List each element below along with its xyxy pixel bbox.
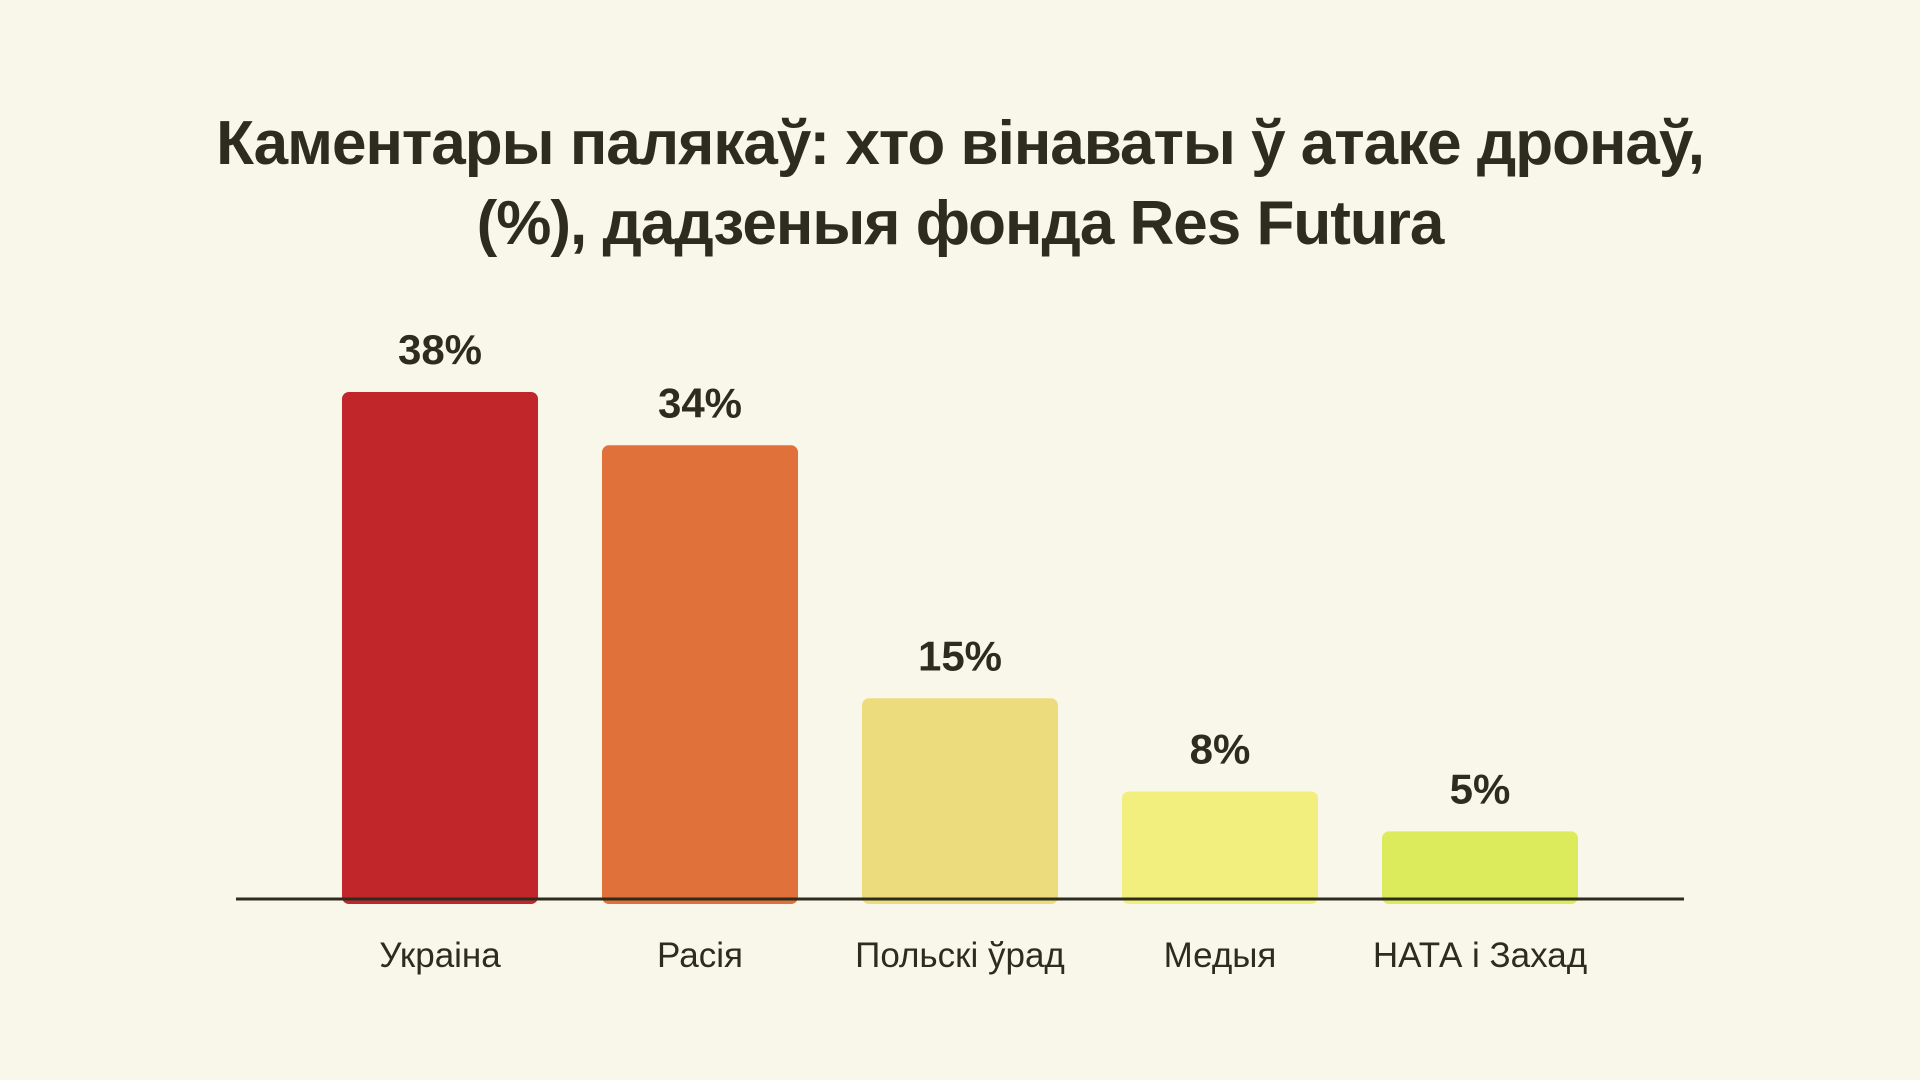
bar-4	[1122, 791, 1318, 904]
bars-group	[342, 392, 1578, 904]
bar-2	[602, 445, 798, 904]
bar-value-label-1: 38%	[398, 326, 482, 373]
bar-value-label-5: 5%	[1450, 765, 1511, 812]
value-labels-group: 38% 34% 15% 8% 5%	[398, 326, 1510, 812]
bar-3	[862, 698, 1058, 904]
chart-title-line-2: (%), дадзеныя фонда Res Futura	[476, 189, 1445, 258]
category-label-5: НАТА і Захад	[1373, 936, 1587, 975]
category-labels-group: Украіна Расія Польскі ўрад Медыя НАТА і Заха…	[379, 936, 1587, 975]
chart-title: Каментары палякаў: хто вінаваты ў атаке …	[160, 104, 1760, 264]
bar-value-label-2: 34%	[658, 379, 742, 426]
bar-value-label-4: 8%	[1190, 725, 1251, 772]
bar-5	[1382, 831, 1578, 904]
category-label-1: Украіна	[379, 936, 501, 975]
category-label-3: Польскі ўрад	[855, 936, 1065, 975]
category-label-4: Медыя	[1164, 936, 1277, 975]
bar-value-label-3: 15%	[918, 632, 1002, 679]
bar-1	[342, 392, 538, 904]
category-label-2: Расія	[657, 936, 743, 975]
chart-title-line-1: Каментары палякаў: хто вінаваты ў атаке …	[216, 109, 1705, 178]
